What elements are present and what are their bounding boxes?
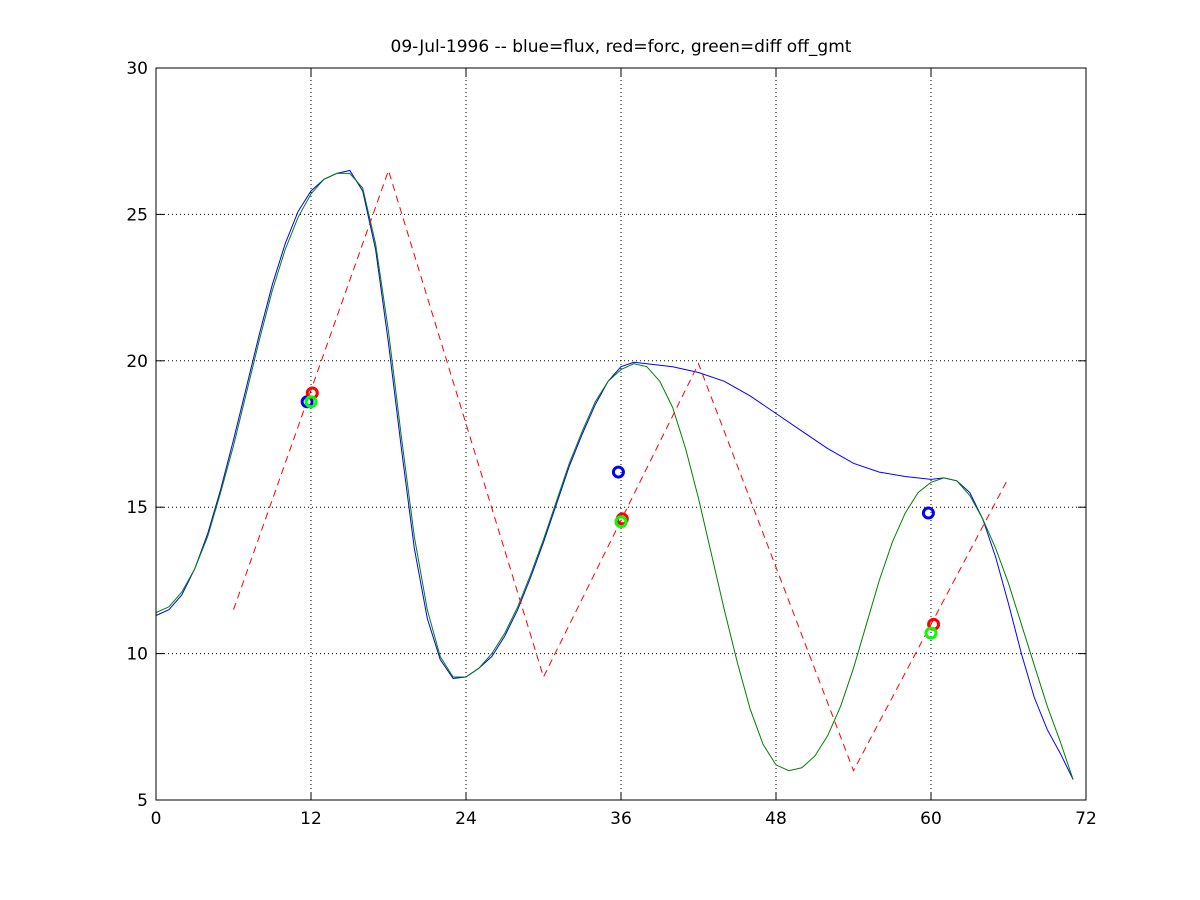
diff-marker bbox=[614, 515, 628, 529]
chart-title: 09-Jul-1996 -- blue=flux, red=forc, gree… bbox=[391, 37, 852, 57]
marker-points bbox=[300, 386, 941, 640]
y-tick-label: 15 bbox=[126, 498, 148, 518]
x-tick-label: 12 bbox=[300, 809, 322, 829]
flux-marker bbox=[921, 506, 935, 520]
y-tick-label: 30 bbox=[126, 59, 148, 79]
grid bbox=[156, 68, 1086, 800]
axis-ticks: 0 12 24 36 48 60 72 5 10 15 20 25 30 bbox=[126, 59, 1096, 829]
y-tick-label: 25 bbox=[126, 205, 148, 225]
x-tick-label: 60 bbox=[920, 809, 942, 829]
diff-marker bbox=[304, 395, 318, 409]
x-tick-label: 0 bbox=[151, 809, 162, 829]
x-tick-label: 48 bbox=[765, 809, 787, 829]
x-tick-label: 72 bbox=[1075, 809, 1097, 829]
y-tick-label: 10 bbox=[126, 645, 148, 665]
x-tick-label: 24 bbox=[455, 809, 477, 829]
flux-marker bbox=[611, 465, 625, 479]
diff-marker bbox=[924, 626, 938, 640]
forc-line bbox=[233, 168, 1009, 772]
y-tick-label: 20 bbox=[126, 352, 148, 372]
diff-line bbox=[155, 172, 1074, 780]
flux-line bbox=[155, 169, 1074, 780]
x-tick-label: 36 bbox=[610, 809, 632, 829]
series-lines bbox=[155, 168, 1074, 780]
y-tick-label: 5 bbox=[137, 791, 148, 811]
